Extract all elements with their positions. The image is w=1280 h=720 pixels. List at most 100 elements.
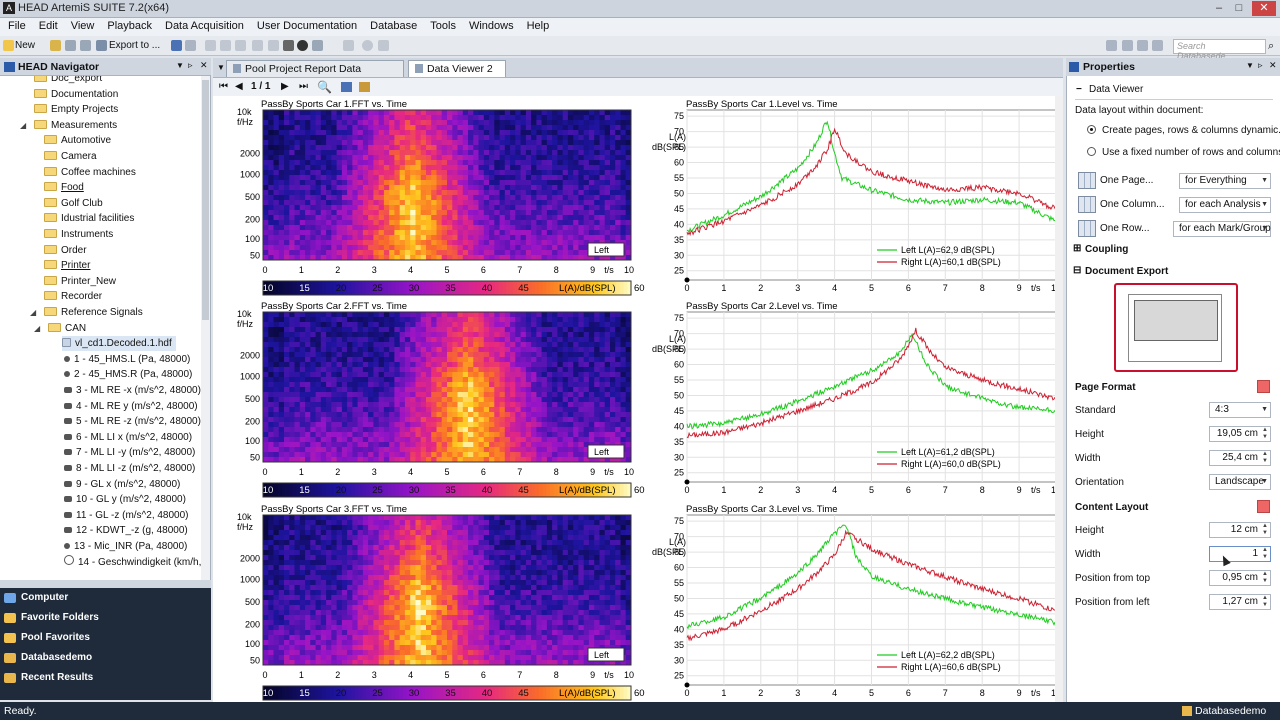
- tree-item[interactable]: 8 - ML LI -z (m/s^2, 48000): [64, 461, 195, 476]
- splitter[interactable]: [0, 580, 211, 588]
- tree-item[interactable]: 10 - GL y (m/s^2, 48000): [64, 492, 186, 507]
- tree-item[interactable]: 3 - ML RE -x (m/s^2, 48000): [64, 383, 201, 398]
- tree-item[interactable]: Instruments: [44, 227, 113, 242]
- table-icon[interactable]: [378, 40, 389, 51]
- menu-data-acquisition[interactable]: Data Acquisition: [165, 20, 244, 32]
- tree-item[interactable]: 12 - KDWT_-z (g, 48000): [64, 523, 188, 538]
- expand-icon[interactable]: ◢: [30, 308, 37, 317]
- spectrogram-cell: [278, 332, 285, 338]
- new-button[interactable]: New: [15, 40, 36, 51]
- menu-file[interactable]: File: [8, 20, 26, 32]
- filter-icon[interactable]: [343, 40, 354, 51]
- menu-view[interactable]: View: [70, 20, 95, 32]
- layout-3-icon[interactable]: [1137, 40, 1148, 51]
- tree-scroll-thumb[interactable]: [202, 80, 209, 320]
- open-icon[interactable]: [50, 40, 61, 51]
- tree-item[interactable]: Recorder: [44, 289, 102, 304]
- layout-4-icon[interactable]: [1152, 40, 1163, 51]
- zoom-icon[interactable]: 🔍: [317, 80, 332, 94]
- menu-windows[interactable]: Windows: [468, 20, 514, 32]
- nav-computer[interactable]: Computer: [0, 588, 211, 608]
- tree-item[interactable]: Automotive: [44, 133, 111, 148]
- search-icon[interactable]: ⌕: [1268, 40, 1275, 52]
- expand-icon[interactable]: ◢: [20, 120, 27, 130]
- last-page-icon[interactable]: ⏭: [299, 81, 308, 92]
- tree-item[interactable]: 6 - ML LI x (m/s^2, 48000): [64, 430, 192, 445]
- menu-playback[interactable]: Playback: [107, 20, 152, 32]
- expand-icon[interactable]: ◢: [34, 323, 41, 333]
- search-input[interactable]: Search Databasede...: [1173, 39, 1266, 61]
- tree-scrollbar[interactable]: [201, 76, 210, 580]
- tree-item[interactable]: Golf Club: [44, 196, 103, 211]
- tree-item[interactable]: Documentation: [34, 87, 118, 102]
- save-all-icon[interactable]: [80, 40, 91, 51]
- layout-2-icon[interactable]: [1122, 40, 1133, 51]
- dropdown-icon[interactable]: ▼: [176, 61, 184, 70]
- spectrogram-cell: [447, 180, 453, 186]
- tree-item[interactable]: 7 - ML LI -y (m/s^2, 48000): [64, 445, 195, 460]
- settings-icon[interactable]: [283, 40, 294, 51]
- layout-icon[interactable]: [1106, 40, 1117, 51]
- s-icon[interactable]: [297, 40, 308, 51]
- first-page-icon[interactable]: ⏮: [219, 81, 228, 92]
- menu-help[interactable]: Help: [526, 20, 550, 32]
- paste-icon[interactable]: [235, 40, 246, 51]
- next-page-icon[interactable]: ▶: [281, 81, 289, 92]
- tree-item[interactable]: 1 - 45_HMS.L (Pa, 48000): [64, 352, 190, 367]
- tree-item[interactable]: Food: [44, 180, 84, 195]
- time-cursor-marker[interactable]: [684, 277, 690, 283]
- tree-item[interactable]: Printer_New: [44, 274, 116, 289]
- export-icon[interactable]: [96, 40, 107, 51]
- tree-item[interactable]: 5 - ML RE -z (m/s^2, 48000): [64, 414, 201, 429]
- tree-item[interactable]: vl_cd1.Decoded.1.hdf: [62, 336, 176, 352]
- tree-item[interactable]: 4 - ML RE y (m/s^2, 48000): [64, 399, 198, 414]
- cut-icon[interactable]: [205, 40, 216, 51]
- tree-item[interactable]: 13 - Mic_INR (Pa, 48000): [64, 539, 187, 554]
- prev-page-icon[interactable]: ◀: [235, 81, 243, 92]
- tree-item[interactable]: 14 - Geschwindigkeit (km/h, 1: [64, 554, 210, 570]
- colorbar-tick: 20: [336, 485, 347, 496]
- tree-item[interactable]: Coffee machines: [44, 165, 136, 180]
- nav-pool-favorites[interactable]: Pool Favorites: [0, 628, 211, 648]
- move-icon[interactable]: [252, 40, 263, 51]
- window-icon[interactable]: [312, 40, 323, 51]
- undo-icon[interactable]: [171, 40, 182, 51]
- tree-item[interactable]: Idustrial facilities: [44, 211, 134, 226]
- time-cursor-marker[interactable]: [684, 479, 690, 485]
- tree-item[interactable]: Reference Signals: [44, 305, 143, 320]
- nav-recent-results[interactable]: Recent Results: [0, 668, 211, 688]
- tree-item[interactable]: 9 - GL x (m/s^2, 48000): [64, 477, 180, 492]
- export-view-icon[interactable]: [359, 82, 370, 92]
- tree-item[interactable]: Order: [44, 243, 87, 258]
- close-button[interactable]: ✕: [1252, 1, 1276, 16]
- tree-item[interactable]: Camera: [44, 149, 97, 164]
- tree-item[interactable]: Printer: [44, 258, 90, 273]
- pin-icon[interactable]: ▹: [188, 60, 193, 70]
- nav-favorite-folders[interactable]: Favorite Folders: [0, 608, 211, 628]
- redo-icon[interactable]: [185, 40, 196, 51]
- save-icon[interactable]: [65, 40, 76, 51]
- tree-item[interactable]: CAN: [48, 321, 86, 336]
- nav-databasedemo[interactable]: Databasedemo: [0, 648, 211, 668]
- menu-edit[interactable]: Edit: [38, 20, 58, 32]
- tree-item[interactable]: Measurements: [34, 118, 117, 133]
- delete-icon[interactable]: [268, 40, 279, 51]
- menu-tools[interactable]: Tools: [430, 20, 456, 32]
- maximize-button[interactable]: □: [1235, 2, 1243, 14]
- tab-document[interactable]: Data Viewer 2: [408, 60, 506, 77]
- menu-database[interactable]: Database: [370, 20, 418, 32]
- tab-menu-icon[interactable]: ▼: [217, 63, 225, 72]
- tree-item[interactable]: Empty Projects: [34, 102, 118, 117]
- tree-item[interactable]: Doc_export: [34, 76, 102, 86]
- copy-view-icon[interactable]: [341, 82, 352, 92]
- close-panel-icon[interactable]: ✕: [200, 60, 208, 70]
- export-button[interactable]: Export to ...: [109, 40, 161, 51]
- tree-item[interactable]: 11 - GL -z (m/s^2, 48000): [64, 508, 189, 523]
- tree-item[interactable]: 2 - 45_HMS.R (Pa, 48000): [64, 367, 192, 382]
- new-icon[interactable]: [3, 40, 14, 51]
- menu-user-documentation[interactable]: User Documentation: [256, 20, 358, 32]
- record-icon[interactable]: [362, 40, 373, 51]
- copy-icon[interactable]: [220, 40, 231, 51]
- minimize-button[interactable]: –: [1215, 2, 1223, 14]
- tab-document[interactable]: Pool Project Report Data Viewer.h...: [226, 60, 404, 91]
